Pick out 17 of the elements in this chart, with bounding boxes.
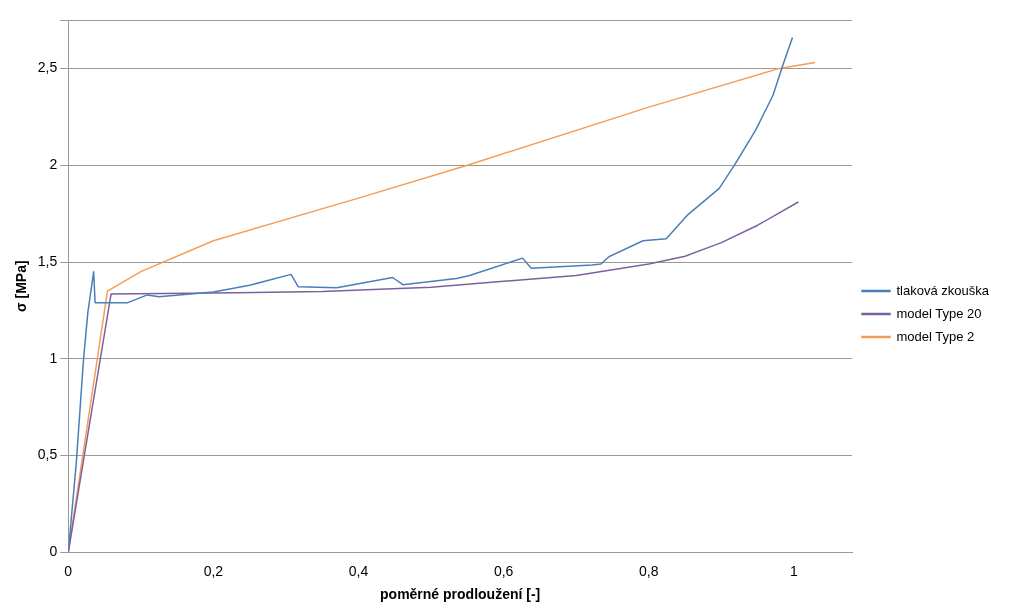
- x-tick-label: 0,6: [493, 562, 514, 579]
- y-tick-label: 1: [49, 349, 58, 366]
- legend-label: model Type 2: [896, 328, 975, 344]
- x-tick-label: 0,2: [203, 562, 224, 579]
- legend-label: model Type 20: [896, 305, 982, 321]
- x-axis-title: poměrné prodloužení [-]: [380, 586, 541, 603]
- x-tick-label: 0: [64, 562, 73, 579]
- y-tick-label: 2: [49, 156, 58, 173]
- x-tick-label: 0,8: [639, 562, 659, 579]
- legend-label: tlaková zkouška: [896, 282, 990, 298]
- y-axis-title: σ [MPa]: [13, 260, 30, 312]
- y-tick-label: 0: [49, 543, 58, 560]
- x-tick-label: 0,4: [348, 562, 369, 579]
- y-tick-label: 2,5: [37, 59, 58, 76]
- x-tick-label: 1: [790, 562, 799, 579]
- y-tick-label: 1,5: [37, 252, 58, 269]
- y-tick-label: 0,5: [37, 446, 58, 463]
